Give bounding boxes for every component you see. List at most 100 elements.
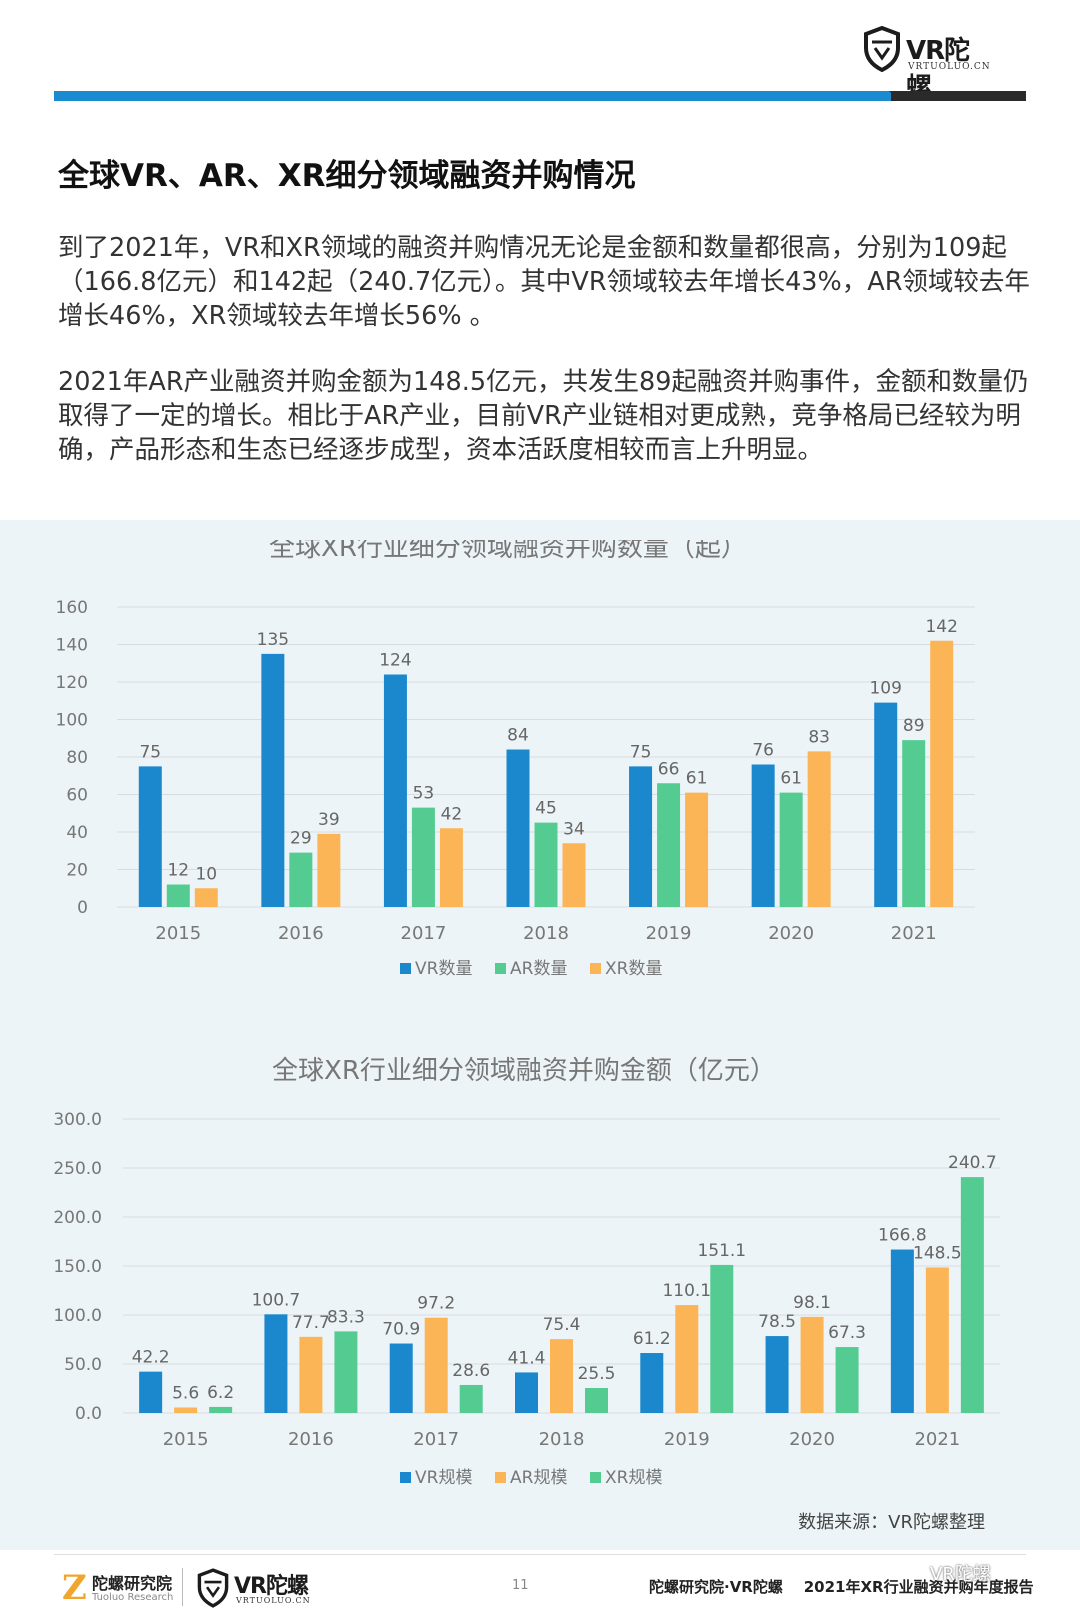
data-label: 45 (535, 799, 557, 819)
bar (439, 828, 463, 907)
legend-swatch (400, 1472, 411, 1483)
footer-rule (54, 1554, 1026, 1555)
footer-watermark: VR陀螺 (930, 1564, 991, 1585)
data-label: 97.2 (417, 1294, 455, 1314)
footer-divider (182, 1568, 183, 1606)
bar (194, 888, 218, 907)
bar (515, 1372, 538, 1413)
data-source: 数据来源：VR陀螺整理 (798, 1512, 985, 1533)
footer-logo-brand: VR陀螺 (234, 1574, 309, 1599)
y-tick-label: 60 (66, 786, 88, 806)
data-label: 42.2 (132, 1348, 170, 1368)
bar (459, 1384, 483, 1413)
header-logo: VR陀螺 VRTUOLUO.CN (862, 22, 992, 103)
data-label: 12 (167, 861, 189, 881)
x-tick-label: 2018 (539, 1429, 585, 1450)
bar (562, 843, 586, 907)
data-label: 41.4 (508, 1348, 546, 1368)
bar (506, 749, 530, 907)
footer: Z 陀螺研究院 Tuoluo Research VR陀螺 VRTUOLUO.CN… (0, 1556, 1080, 1620)
bar (264, 1314, 288, 1413)
data-label: 75 (139, 742, 161, 762)
bar (299, 1336, 323, 1413)
y-tick-label: 50.0 (64, 1355, 102, 1375)
tuoluo-z-logo-icon: Z (62, 1568, 87, 1608)
y-tick-label: 300.0 (53, 1110, 102, 1130)
y-tick-label: 40 (66, 823, 88, 843)
bar (874, 702, 898, 907)
bar (585, 1388, 608, 1413)
bar (807, 751, 831, 907)
data-label: 148.5 (913, 1243, 962, 1263)
legend-swatch (400, 963, 411, 974)
data-label: 76 (752, 741, 774, 761)
paragraph-1: 到了2021年，VR和XR领域的融资并购情况无论是金额和数量都很高，分别为109… (58, 233, 1030, 331)
data-label: 98.1 (793, 1293, 831, 1313)
bar (383, 674, 407, 907)
bar (534, 822, 558, 907)
legend-label: XR规模 (605, 1468, 662, 1488)
data-label: 100.7 (252, 1290, 301, 1310)
legend-label: XR数量 (605, 959, 662, 979)
data-label: 135 (257, 630, 289, 650)
data-label: 110.1 (662, 1281, 711, 1301)
data-label: 39 (318, 810, 340, 830)
bar (657, 783, 681, 907)
footer-org-sub: Tuoluo Research (92, 1592, 174, 1603)
bar (925, 1267, 949, 1413)
bar (835, 1347, 859, 1413)
data-label: 78.5 (758, 1312, 796, 1332)
y-tick-label: 100.0 (53, 1306, 102, 1326)
bar (209, 1406, 233, 1413)
footer-logo: VR陀螺 VRTUOLUO.CN (196, 1564, 316, 1612)
x-tick-label: 2020 (789, 1429, 835, 1450)
page-number: 11 (512, 1578, 529, 1593)
y-tick-label: 20 (66, 861, 88, 881)
data-label: 240.7 (948, 1153, 997, 1173)
page-title: 全球VR、AR、XR细分领域融资并购情况 (58, 158, 636, 194)
x-tick-label: 2019 (664, 1429, 710, 1450)
bar (765, 1336, 789, 1413)
y-tick-label: 150.0 (53, 1257, 102, 1277)
x-tick-label: 2015 (155, 923, 201, 944)
x-tick-label: 2020 (768, 923, 814, 944)
x-tick-label: 2016 (288, 1429, 334, 1450)
bar (640, 1353, 664, 1413)
legend-swatch (590, 963, 601, 974)
bar (424, 1317, 448, 1413)
x-tick-label: 2016 (278, 923, 324, 944)
bar (902, 740, 926, 907)
bar (411, 807, 435, 907)
data-label: 61.2 (633, 1329, 671, 1349)
data-label: 84 (507, 726, 529, 746)
data-label: 124 (379, 651, 411, 671)
data-label: 61 (780, 769, 802, 789)
bar (550, 1339, 573, 1413)
data-label: 75 (630, 742, 652, 762)
bar (800, 1316, 824, 1413)
bar (629, 766, 653, 907)
bar (317, 833, 341, 907)
y-tick-label: 200.0 (53, 1208, 102, 1228)
paragraph-2: 2021年AR产业融资并购金额为148.5亿元，共发生89起融资并购事件，金额和… (58, 367, 1029, 465)
shield-logo-icon (197, 1568, 229, 1608)
y-tick-label: 0.0 (75, 1404, 102, 1424)
legend-label: AR规模 (510, 1468, 567, 1488)
legend-swatch (495, 963, 506, 974)
footer-org-name: 陀螺研究院 (92, 1574, 173, 1593)
data-label: 42 (441, 804, 463, 824)
chart-title: 全球XR行业细分领域融资并购金额（亿元） (272, 1056, 776, 1086)
data-label: 6.2 (207, 1383, 234, 1403)
legend-label: VR数量 (415, 959, 472, 979)
x-tick-label: 2017 (401, 923, 447, 944)
data-label: 67.3 (828, 1323, 866, 1343)
bar (890, 1249, 914, 1413)
bar (174, 1407, 198, 1413)
bar (930, 640, 954, 907)
x-tick-label: 2021 (891, 923, 937, 944)
y-tick-label: 0 (77, 898, 88, 918)
bar (675, 1305, 699, 1413)
y-tick-label: 250.0 (53, 1159, 102, 1179)
footer-logo-domain: VRTUOLUO.CN (236, 1596, 311, 1605)
data-label: 66 (658, 759, 680, 779)
